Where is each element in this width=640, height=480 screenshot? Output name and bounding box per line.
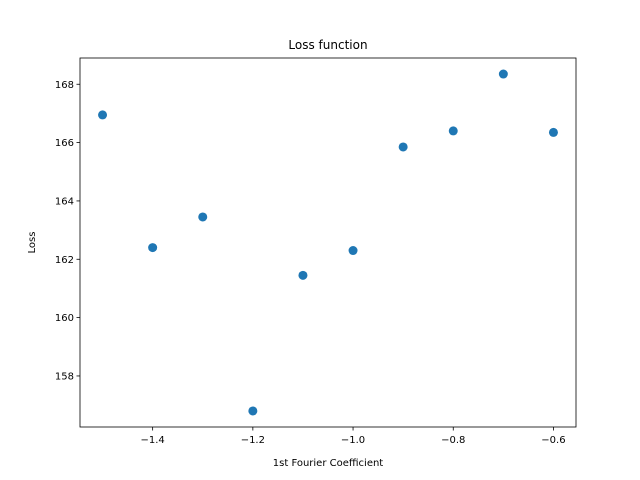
y-tick-label: 166 xyxy=(55,138,74,149)
x-tick-label: −1.0 xyxy=(341,435,365,446)
x-tick-label: −0.6 xyxy=(541,435,565,446)
scatter-point xyxy=(498,69,508,79)
scatter-point xyxy=(248,406,258,416)
scatter-point xyxy=(148,243,158,253)
plot-frame xyxy=(79,57,577,428)
plot-area xyxy=(98,69,558,416)
scatter-point xyxy=(348,246,358,256)
scatter-point xyxy=(548,127,558,137)
x-tick-label: −1.2 xyxy=(241,435,265,446)
y-tick-label: 162 xyxy=(55,255,74,266)
x-axis-label: 1st Fourier Coefficient xyxy=(273,458,384,469)
y-axis: 158 160 162 164 166 168 xyxy=(55,80,80,382)
scatter-point xyxy=(298,270,308,280)
y-tick-label: 168 xyxy=(55,80,74,91)
scatter-point xyxy=(448,126,458,136)
y-tick-label: 158 xyxy=(55,371,74,382)
scatter-point xyxy=(398,142,408,152)
x-axis: −1.4 −1.2 −1.0 −0.8 −0.6 xyxy=(140,427,566,446)
chart-title: Loss function xyxy=(288,38,367,52)
y-axis-label: Loss xyxy=(27,232,38,254)
y-tick-label: 160 xyxy=(55,313,74,324)
y-tick-label: 164 xyxy=(55,196,74,207)
x-tick-label: −0.8 xyxy=(441,435,465,446)
scatter-point xyxy=(98,110,108,120)
scatter-point xyxy=(198,212,208,222)
x-tick-label: −1.4 xyxy=(140,435,164,446)
